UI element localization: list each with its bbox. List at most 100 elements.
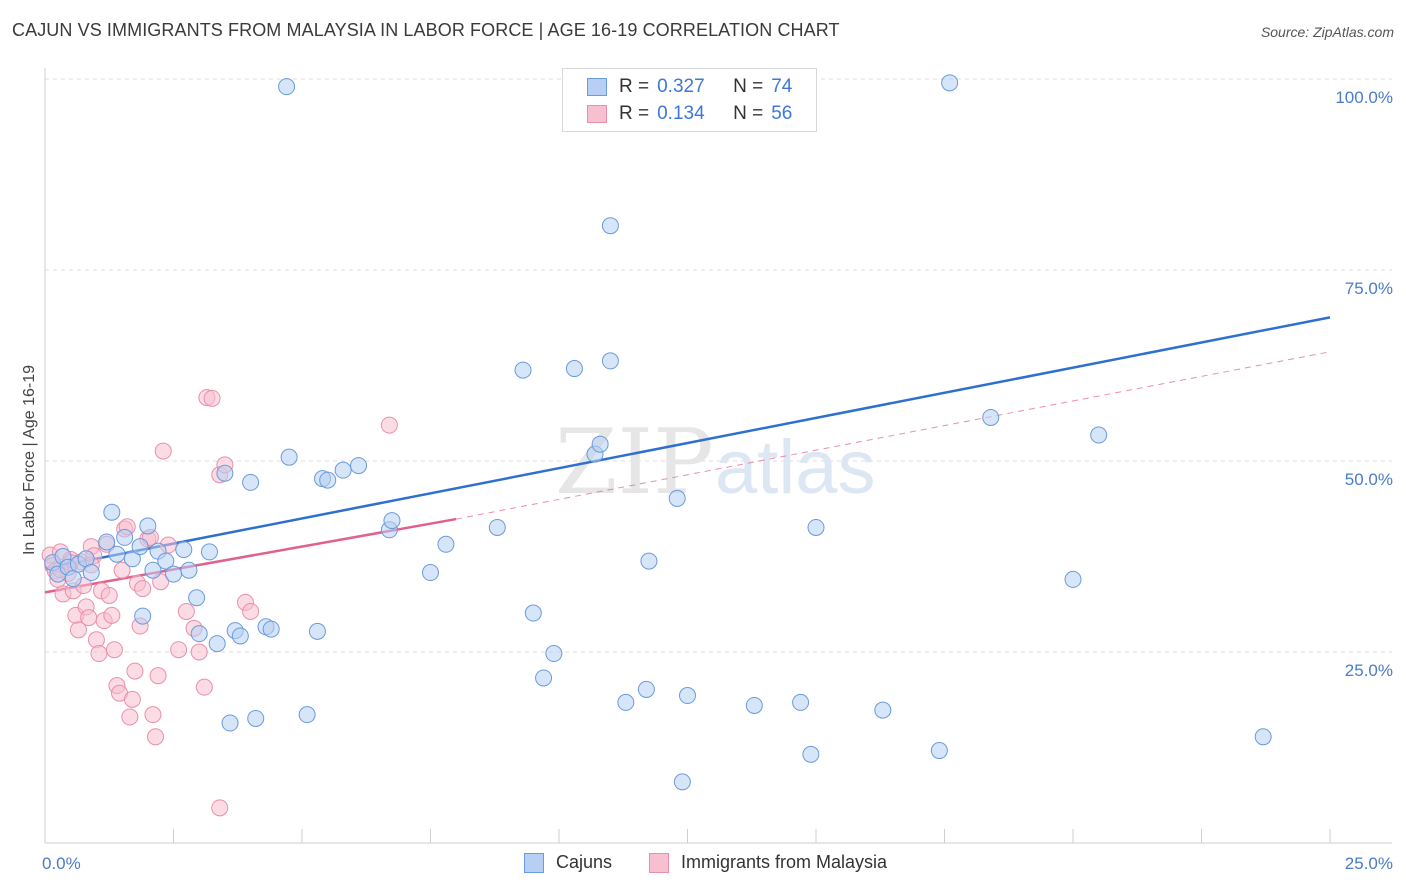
malaysia-point: [87, 631, 105, 649]
malaysia-trend-line-extrapolated: [456, 351, 1331, 520]
cajun-point: [601, 217, 619, 235]
axes: [44, 68, 1392, 844]
cajun-point: [637, 680, 655, 698]
legend-swatch-malaysia: [587, 105, 607, 123]
malaysia-points: [41, 389, 398, 817]
cajun-point: [488, 518, 506, 536]
malaysia-point: [154, 442, 172, 460]
cajun-point: [319, 471, 337, 489]
cajun-point: [545, 645, 563, 663]
legend-item-cajuns[interactable]: Cajuns: [524, 852, 612, 873]
cajun-point: [262, 620, 280, 638]
cajun-point: [792, 693, 810, 711]
cajun-point: [437, 535, 455, 553]
cajun-point: [617, 693, 635, 711]
cajun-point: [565, 360, 583, 378]
cajun-point: [591, 435, 609, 453]
malaysia-point: [190, 643, 208, 661]
cajun-point: [298, 706, 316, 724]
x-tick-label-min: 0.0%: [42, 854, 81, 873]
cajun-point: [308, 622, 326, 640]
cajun-point: [383, 512, 401, 530]
cajun-point: [982, 408, 1000, 426]
malaysia-point: [170, 641, 188, 659]
correlation-legend: R = 0.327 N = 74 R = 0.134 N = 56: [562, 68, 817, 132]
cajun-point: [190, 625, 208, 643]
legend-r-label: R =: [619, 103, 650, 124]
malaysia-point: [100, 586, 118, 604]
cajun-point: [679, 687, 696, 705]
legend-label-cajuns: Cajuns: [556, 852, 613, 872]
cajun-point: [165, 565, 182, 583]
y-tick-label: 50.0%: [1345, 470, 1393, 489]
cajun-point: [134, 607, 152, 625]
malaysia-point: [126, 662, 144, 680]
malaysia-point: [149, 667, 167, 685]
cajun-point: [807, 518, 825, 536]
legend-n-value: 74: [771, 76, 793, 97]
cajun-point: [82, 564, 100, 582]
legend-row-cajuns: R = 0.327 N = 74: [587, 75, 792, 99]
cajun-point: [98, 533, 116, 551]
cajun-point: [745, 696, 763, 714]
y-tick-label: 75.0%: [1345, 279, 1393, 298]
malaysia-point: [177, 603, 195, 621]
cajun-point: [668, 489, 686, 507]
malaysia-point: [147, 728, 165, 746]
legend-r-label: R =: [619, 76, 650, 97]
cajun-point: [200, 543, 218, 561]
legend-swatch-cajuns: [587, 78, 607, 96]
legend-r-value: 0.327: [657, 76, 705, 97]
cajun-point: [1064, 570, 1082, 588]
cajun-point: [514, 361, 532, 379]
legend-swatch-cajuns: [524, 852, 544, 873]
cajun-point: [1254, 728, 1272, 746]
cajun-point: [350, 457, 368, 475]
malaysia-point: [121, 708, 139, 726]
cajun-point: [216, 464, 234, 482]
cajun-point: [208, 635, 226, 653]
malaysia-point: [90, 645, 108, 663]
cajun-point: [280, 448, 298, 466]
legend-item-malaysia[interactable]: Immigrants from Malaysia: [649, 852, 887, 873]
cajun-point: [139, 517, 157, 535]
cajun-point: [180, 561, 198, 579]
cajun-point: [802, 745, 820, 763]
cajun-point: [157, 552, 175, 570]
cajun-point: [144, 561, 162, 579]
cajun-point: [116, 528, 134, 546]
y-axis-label: In Labor Force | Age 16-19: [21, 365, 38, 555]
legend-r-value: 0.134: [657, 103, 705, 124]
cajun-point: [535, 669, 553, 687]
cajun-point: [123, 550, 141, 568]
legend-swatch-malaysia: [649, 852, 669, 873]
cajun-point: [188, 589, 206, 607]
cajun-points: [44, 74, 1272, 791]
cajun-point: [131, 538, 149, 556]
cajun-point: [231, 627, 249, 645]
cajun-point: [673, 773, 691, 791]
malaysia-point: [123, 690, 141, 708]
cajun-point: [422, 564, 439, 582]
cajun-point: [175, 541, 193, 559]
legend-n-label: N =: [733, 103, 764, 124]
legend-label-malaysia: Immigrants from Malaysia: [681, 852, 888, 872]
cajun-point: [941, 74, 959, 92]
cajun-point: [247, 709, 265, 727]
malaysia-point: [380, 416, 398, 434]
malaysia-point: [105, 641, 123, 659]
cajun-point: [524, 604, 542, 622]
cajun-point: [108, 545, 126, 563]
y-tick-labels: 25.0% 50.0% 75.0% 100.0%: [1335, 88, 1393, 680]
y-tick-label: 100.0%: [1335, 88, 1393, 107]
cajun-point: [242, 473, 260, 491]
cajun-point: [334, 461, 352, 479]
legend-n-value: 56: [771, 103, 793, 124]
malaysia-point: [103, 606, 121, 624]
malaysia-point: [69, 621, 87, 639]
cajun-point: [601, 352, 619, 370]
watermark-atlas: atlas: [715, 425, 876, 510]
y-tick-label: 25.0%: [1345, 661, 1393, 680]
legend-row-malaysia: R = 0.134 N = 56: [587, 102, 792, 126]
